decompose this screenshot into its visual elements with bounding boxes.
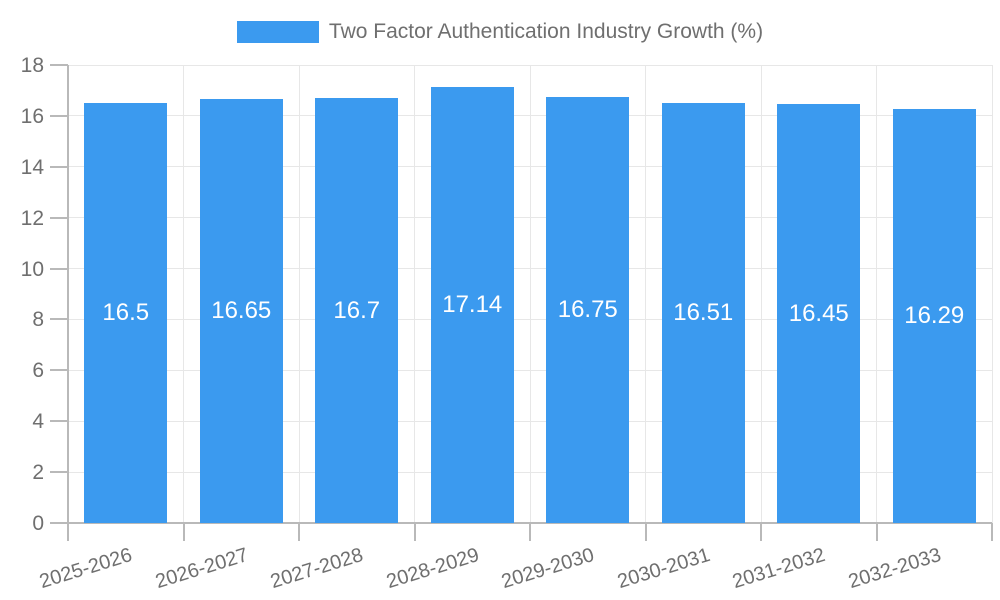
y-axis-line [67, 65, 69, 523]
gridline-vertical [760, 65, 762, 523]
gridline-vertical [991, 65, 993, 523]
x-axis-tick-label: 2029-2030 [498, 544, 597, 594]
x-axis-tick-label: 2028-2029 [383, 544, 482, 594]
y-axis-tick-label: 2 [32, 461, 44, 485]
bar-value-label: 17.14 [442, 290, 503, 318]
gridline-vertical [876, 65, 877, 523]
y-axis-tick-label: 12 [20, 206, 44, 230]
y-axis-tick-label: 0 [32, 512, 44, 535]
x-axis-tick-label: 2030-2031 [614, 544, 713, 594]
y-axis-tick-label: 6 [32, 359, 44, 383]
bar[interactable] [199, 99, 283, 523]
y-axis-tick [50, 522, 68, 524]
x-axis-tick-label: 2031-2032 [729, 544, 828, 594]
bar[interactable] [430, 86, 514, 523]
bar-value-label: 16.5 [102, 299, 150, 327]
x-axis-tick-label: 2025-2026 [36, 544, 135, 594]
gridline-vertical [645, 65, 646, 523]
legend-swatch-icon [236, 21, 319, 43]
gridline-vertical [414, 65, 415, 523]
bar[interactable] [546, 96, 630, 523]
x-axis-tick-label: 2027-2028 [267, 544, 366, 594]
x-axis-tick-label: 2032-2033 [845, 544, 944, 594]
x-axis-tick [413, 523, 416, 541]
y-axis-tick [50, 369, 68, 372]
bar[interactable] [892, 108, 976, 523]
x-axis-tick [991, 523, 993, 541]
y-axis-tick [50, 165, 68, 168]
y-axis-tick [50, 216, 68, 219]
x-axis-tick-label: 2026-2027 [152, 544, 251, 594]
bar[interactable] [315, 98, 399, 523]
y-axis-tick [50, 420, 68, 423]
chart-legend: Two Factor Authentication Industry Growt… [0, 20, 1000, 44]
x-axis-line [68, 522, 992, 524]
y-axis-tick-label: 16 [20, 104, 44, 128]
y-axis-tick [50, 64, 68, 66]
x-axis-tick [182, 523, 185, 541]
legend-label: Two Factor Authentication Industry Growt… [328, 20, 764, 43]
y-axis-tick [50, 471, 68, 474]
bar-value-label: 16.45 [788, 299, 849, 327]
y-axis-tick-label: 4 [32, 410, 44, 434]
legend-item[interactable]: Two Factor Authentication Industry Growt… [236, 20, 764, 44]
bar-value-label: 16.65 [211, 297, 272, 325]
x-axis-tick [529, 523, 531, 541]
y-axis-tick-label: 10 [20, 257, 44, 281]
bar-value-label: 16.29 [904, 301, 965, 329]
y-axis-tick-label: 8 [32, 308, 44, 332]
bar-value-label: 16.51 [673, 298, 734, 326]
x-axis-tick [760, 523, 762, 541]
y-axis-tick [50, 114, 68, 117]
bar[interactable] [777, 104, 861, 523]
gridline-vertical [183, 65, 184, 523]
x-axis-tick [67, 523, 69, 541]
y-axis-tick [50, 318, 68, 321]
y-axis-tick [50, 267, 68, 270]
bar[interactable] [661, 102, 745, 523]
gridline-vertical [529, 65, 531, 523]
gridline-vertical [298, 65, 300, 523]
x-axis-tick [644, 523, 647, 541]
bar-value-label: 16.75 [557, 295, 618, 323]
y-axis-tick-label: 14 [20, 155, 44, 179]
x-axis-tick [875, 523, 878, 541]
y-axis-tick-label: 18 [20, 54, 44, 77]
bar-value-label: 16.7 [333, 296, 381, 324]
x-axis-tick [298, 523, 300, 541]
bar[interactable] [84, 103, 168, 523]
